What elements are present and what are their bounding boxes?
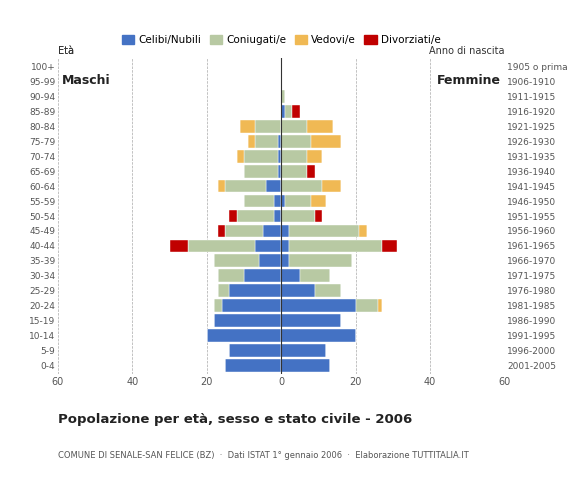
Bar [281,344,326,357]
Bar [207,329,281,342]
Bar [244,165,278,178]
Bar [226,359,281,372]
Bar [278,135,281,148]
Bar [315,210,322,222]
Bar [263,225,281,237]
Bar [289,254,352,267]
Bar [266,180,281,192]
Bar [229,210,237,222]
Bar [285,195,311,207]
Text: Maschi: Maschi [61,74,110,87]
Bar [215,300,222,312]
Bar [215,314,281,327]
Bar [255,240,281,252]
Bar [215,254,259,267]
Bar [188,240,255,252]
Bar [289,225,360,237]
Bar [218,225,226,237]
Bar [382,240,397,252]
Bar [360,225,367,237]
Text: Età: Età [58,46,74,56]
Bar [229,344,281,357]
Bar [307,165,315,178]
Bar [255,135,278,148]
Text: Anno di nascita: Anno di nascita [429,46,505,56]
Bar [237,210,274,222]
Text: COMUNE DI SENALE-SAN FELICE (BZ)  ·  Dati ISTAT 1° gennaio 2006  ·  Elaborazione: COMUNE DI SENALE-SAN FELICE (BZ) · Dati … [58,451,469,460]
Bar [226,225,263,237]
Bar [285,105,292,118]
Bar [292,105,300,118]
Bar [248,135,255,148]
Bar [378,300,382,312]
Bar [315,284,341,297]
Bar [244,150,278,163]
Bar [281,105,285,118]
Bar [222,300,281,312]
Bar [281,165,307,178]
Bar [281,150,307,163]
Bar [289,240,382,252]
Bar [274,210,281,222]
Bar [281,254,289,267]
Bar [281,359,329,372]
Bar [281,210,315,222]
Bar [218,180,226,192]
Bar [169,240,188,252]
Bar [311,195,326,207]
Bar [255,120,281,132]
Bar [237,150,244,163]
Bar [226,180,266,192]
Bar [281,300,356,312]
Bar [281,314,341,327]
Bar [244,269,281,282]
Legend: Celibi/Nubili, Coniugati/e, Vedovi/e, Divorziati/e: Celibi/Nubili, Coniugati/e, Vedovi/e, Di… [118,31,445,49]
Bar [307,120,334,132]
Bar [281,180,322,192]
Text: Età: Età [58,46,74,56]
Bar [356,300,378,312]
Bar [300,269,329,282]
Bar [218,269,244,282]
Bar [281,225,289,237]
Bar [218,284,229,297]
Text: Femmine: Femmine [437,74,501,87]
Bar [278,150,281,163]
Bar [274,195,281,207]
Bar [281,195,285,207]
Bar [281,240,289,252]
Bar [278,165,281,178]
Text: Popolazione per età, sesso e stato civile - 2006: Popolazione per età, sesso e stato civil… [58,413,412,426]
Bar [307,150,322,163]
Bar [281,329,356,342]
Bar [281,120,307,132]
Bar [281,135,311,148]
Bar [322,180,341,192]
Bar [281,284,315,297]
Bar [244,195,274,207]
Bar [229,284,281,297]
Bar [281,269,300,282]
Bar [259,254,281,267]
Bar [281,90,285,103]
Bar [311,135,341,148]
Bar [240,120,255,132]
